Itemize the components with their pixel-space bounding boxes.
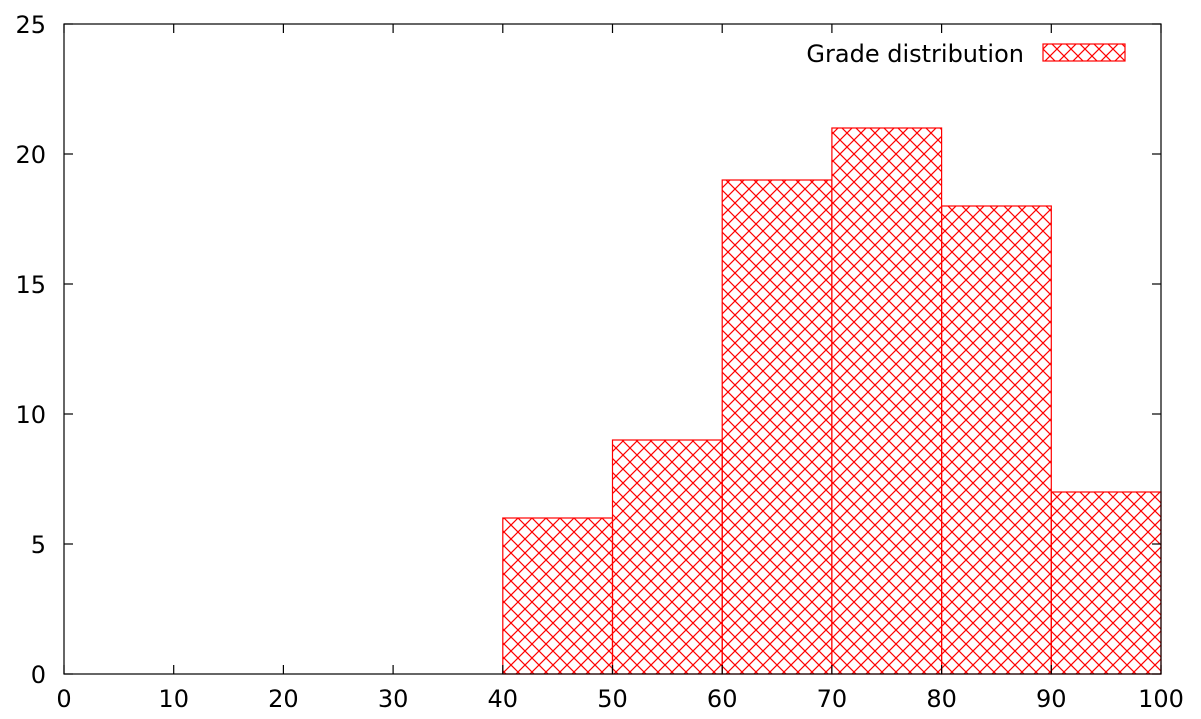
bar-40-50 — [502, 517, 614, 675]
y-tick-label: 15 — [15, 271, 46, 299]
x-tick-label: 80 — [926, 685, 957, 713]
x-tick-label: 70 — [817, 685, 848, 713]
bar-50-60 — [611, 439, 723, 675]
bars-layer — [502, 127, 1162, 675]
x-tick-label: 40 — [488, 685, 519, 713]
x-tick-label: 60 — [707, 685, 738, 713]
x-tick-label: 20 — [268, 685, 299, 713]
y-tick-label: 5 — [31, 531, 46, 559]
legend: Grade distribution — [806, 40, 1126, 68]
x-tick-label: 10 — [158, 685, 189, 713]
y-tick-label: 10 — [15, 401, 46, 429]
legend-label-grade-distribution: Grade distribution — [806, 40, 1024, 68]
legend-swatch — [1042, 43, 1126, 62]
y-tick-label: 0 — [31, 661, 46, 689]
bar-90-100 — [1050, 491, 1162, 675]
ticks-layer: 0 10 20 30 40 50 60 70 80 90 100 0 5 10 15 20 25 — [15, 11, 1183, 713]
x-tick-label: 90 — [1036, 685, 1067, 713]
x-tick-label: 50 — [597, 685, 628, 713]
bar-60-70 — [721, 179, 833, 675]
y-tick-label: 20 — [15, 141, 46, 169]
x-tick-label: 100 — [1138, 685, 1184, 713]
bar-80-90 — [940, 205, 1052, 675]
y-tick-label: 25 — [15, 11, 46, 39]
x-tick-label: 30 — [378, 685, 409, 713]
bar-70-80 — [831, 127, 943, 675]
x-tick-label: 0 — [56, 685, 71, 713]
